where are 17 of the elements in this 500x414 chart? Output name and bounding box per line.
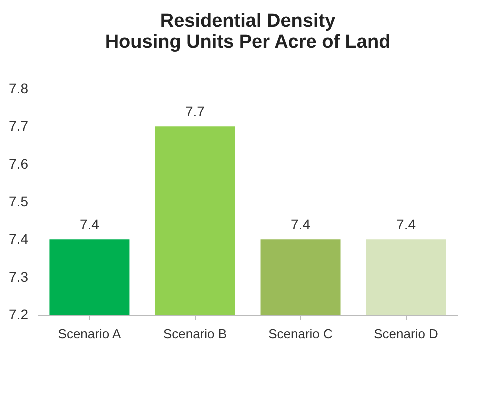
y-tick-label: 7.5	[9, 194, 29, 210]
y-tick-label: 7.6	[9, 156, 29, 172]
text: Residential Density	[160, 11, 336, 32]
data-label: 7.4	[80, 216, 100, 233]
data-label: 7.4	[291, 216, 311, 233]
y-tick-label: 7.4	[9, 231, 29, 248]
x-tick-label: Scenario C	[268, 326, 333, 342]
data-label: 7.7	[186, 104, 206, 120]
y-tick-label: 7.2	[9, 306, 29, 322]
text: Housing Units Per Acre of Land	[105, 32, 391, 53]
data-label: 7.4	[396, 216, 416, 233]
x-tick-label: Scenario A	[58, 326, 122, 342]
x-tick-label: Scenario D	[374, 326, 438, 342]
y-tick-label: 7.7	[9, 118, 29, 134]
y-tick-label: 7.8	[9, 80, 29, 96]
y-tick-label: 7.3	[9, 268, 29, 285]
x-tick-label: Scenario B	[163, 326, 228, 342]
